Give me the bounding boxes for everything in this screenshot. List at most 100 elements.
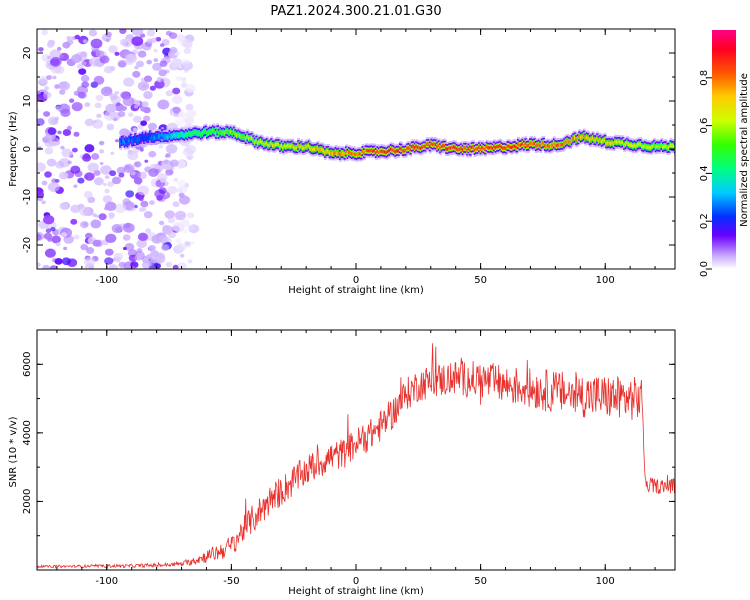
ridge-core: [394, 150, 397, 154]
noise-blob: [131, 36, 144, 47]
noise-blob: [137, 81, 150, 91]
noise-blob: [117, 111, 126, 118]
noise-blob: [80, 243, 89, 251]
ridge-core: [162, 135, 166, 139]
ridge-core: [512, 144, 516, 148]
ridge-core: [502, 146, 505, 150]
noise-blob: [44, 248, 56, 258]
ridge-core: [171, 134, 175, 138]
ridge-core: [443, 144, 447, 148]
spectrogram-x-ticks: -100 -50 0 50 100: [56, 29, 656, 286]
noise-blob: [158, 187, 167, 194]
ridge-core: [526, 144, 529, 148]
noise-blob: [61, 148, 73, 158]
ridge-core: [294, 146, 297, 150]
noise-blob: [146, 29, 156, 37]
ridge-core: [279, 145, 282, 149]
ridge-core: [449, 146, 453, 150]
ridge-core: [668, 146, 671, 150]
ridge-core: [228, 131, 231, 135]
ridge-core: [276, 142, 279, 146]
ridge-core: [581, 135, 584, 139]
snr-panel: [37, 343, 675, 569]
noise-blob: [179, 253, 185, 258]
noise-blob: [132, 70, 141, 78]
noise-blob: [73, 184, 78, 188]
noise-blob: [43, 111, 51, 117]
ridge-core: [514, 144, 517, 148]
ridge-core: [164, 135, 167, 139]
ridge-core: [594, 138, 598, 142]
ridge-core: [487, 146, 490, 150]
noise-blob: [104, 188, 110, 194]
ridge-core: [165, 135, 169, 139]
colorbar-ticks: 0.0 0.2 0.4 0.6 0.8: [699, 70, 712, 277]
noise-blob: [104, 175, 110, 180]
noise-blob: [180, 219, 190, 228]
ridge-core: [505, 146, 508, 151]
ridge-core: [174, 134, 178, 138]
noise-blob: [43, 232, 53, 240]
noise-blob: [133, 104, 139, 109]
ridge-core: [662, 145, 665, 149]
ridge-core: [546, 143, 550, 148]
noise-blob: [76, 63, 84, 70]
ridge-core: [277, 142, 281, 146]
ridge-core: [286, 144, 290, 148]
noise-blob: [66, 36, 72, 41]
ridge-core: [665, 144, 668, 148]
noise-blob: [60, 145, 65, 150]
ridge-core: [570, 138, 574, 142]
y-tick-label: -10: [22, 189, 33, 205]
noise-blob: [157, 99, 170, 110]
noise-blob: [116, 102, 121, 106]
ridge-core: [352, 151, 356, 155]
noise-blob: [149, 200, 155, 206]
noise-blob: [136, 239, 147, 249]
noise-blob: [148, 244, 156, 252]
ridge-core: [503, 146, 507, 150]
ridge-core: [226, 129, 230, 133]
noise-blob: [100, 165, 112, 175]
noise-blob: [160, 79, 165, 82]
noise-blob: [44, 147, 54, 155]
ridge-core: [137, 138, 140, 142]
ridge-core: [467, 146, 471, 151]
noise-blob: [185, 103, 194, 111]
noise-blob: [47, 182, 60, 192]
noise-blob: [136, 60, 144, 68]
ridge-core: [401, 149, 405, 153]
noise-blob: [58, 158, 71, 168]
noise-blob: [93, 75, 105, 85]
ridge-core: [651, 144, 655, 148]
noise-blob: [171, 58, 183, 68]
ridge-core: [282, 146, 285, 150]
ridge-core: [463, 146, 466, 150]
noise-blob: [120, 106, 127, 111]
ridge-core: [232, 130, 236, 134]
ridge-core: [249, 136, 252, 140]
noise-blob: [123, 246, 127, 251]
noise-blob: [182, 63, 189, 68]
ridge-core: [346, 152, 350, 156]
ridge-core: [126, 140, 130, 145]
ridge-core: [307, 143, 311, 148]
ridge-core: [391, 148, 394, 152]
noise-blob: [183, 47, 191, 55]
noise-blob: [37, 118, 45, 126]
ridge-core: [551, 143, 554, 147]
ridge-core: [576, 137, 580, 141]
ridge-core: [534, 144, 538, 148]
ridge-core: [490, 145, 493, 150]
noise-blob: [118, 172, 125, 178]
ridge-core: [455, 147, 459, 151]
ridge-core: [560, 143, 563, 147]
ridge-core: [573, 135, 577, 140]
ridge-core: [225, 129, 228, 133]
ridge-core: [255, 139, 258, 143]
ridge-core: [596, 136, 599, 140]
ridge-core: [250, 136, 254, 140]
ridge-core: [475, 147, 478, 151]
ridge-core: [469, 149, 472, 153]
ridge-core: [485, 145, 489, 149]
